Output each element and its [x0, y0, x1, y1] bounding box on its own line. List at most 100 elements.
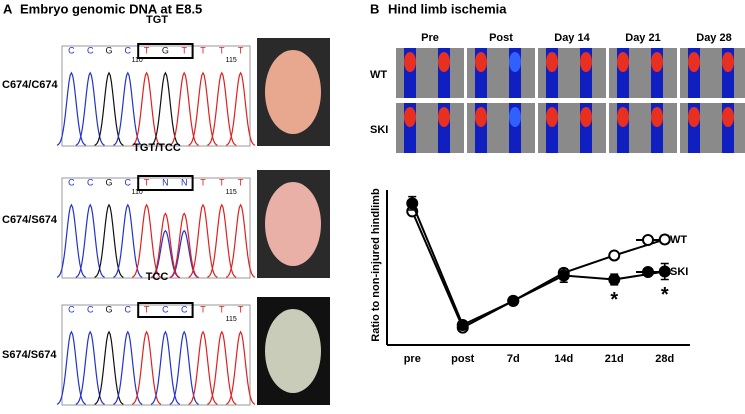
base-call: G [105, 177, 112, 187]
perfusion-signal [580, 107, 592, 127]
trace-peak [225, 203, 256, 278]
genotype-label: C674/S674 [2, 214, 58, 226]
perfusion-signal [404, 52, 416, 72]
base-call: C [68, 177, 75, 187]
series-line [411, 202, 665, 327]
perfusion-signal [475, 107, 487, 127]
base-call: T [144, 45, 150, 55]
perfusion-signal [617, 107, 629, 127]
perfusion-signal [722, 52, 734, 72]
embryo [265, 50, 321, 134]
perfusion-signal [475, 52, 487, 72]
column-label: Day 28 [696, 32, 731, 44]
base-call: C [125, 45, 132, 55]
data-point [406, 197, 419, 210]
trace-peak [225, 330, 256, 405]
perfusion-signal [404, 107, 416, 127]
base-call: T [200, 45, 206, 55]
x-tick-label: 21d [605, 353, 624, 365]
embryo [265, 182, 321, 266]
perfusion-signal [546, 107, 558, 127]
perfusion-signal [722, 107, 734, 127]
perfusion-signal [651, 52, 663, 72]
perfusion-signal [438, 52, 450, 72]
base-call: N [162, 177, 169, 187]
base-call: G [105, 304, 112, 314]
base-call: T [200, 177, 206, 187]
base-call: T [219, 177, 225, 187]
base-call: C [68, 45, 75, 55]
legend-label: WT [670, 234, 687, 246]
legend-marker [642, 234, 654, 246]
significance-mark: * [661, 284, 669, 306]
data-point [658, 265, 671, 278]
base-call: T [144, 177, 150, 187]
perfusion-signal [509, 107, 521, 127]
base-call: T [238, 45, 244, 55]
position-number: 115 [226, 57, 237, 64]
trace-peak [169, 229, 199, 279]
base-call: T [238, 177, 244, 187]
legend-label: SKI [670, 266, 688, 278]
x-tick-label: 14d [554, 353, 573, 365]
panel-title: Hind limb ischemia [388, 1, 507, 16]
data-point [507, 294, 520, 307]
position-number: 110 [132, 57, 143, 64]
base-call: C [87, 45, 94, 55]
data-point [456, 318, 469, 331]
legend-marker [642, 266, 654, 278]
codon-box [137, 302, 194, 318]
base-call: G [162, 45, 169, 55]
base-call: T [181, 45, 187, 55]
chromatogram-frame [61, 177, 251, 279]
row-label: SKI [370, 124, 388, 136]
data-point [658, 233, 671, 246]
genotype-label: S674/S674 [2, 349, 57, 361]
position-number: 115 [226, 189, 237, 196]
data-point [608, 273, 621, 286]
base-call: C [181, 304, 188, 314]
x-tick-label: 28d [655, 353, 674, 365]
column-label: Post [489, 32, 513, 44]
panel-title: Embryo genomic DNA at E8.5 [20, 1, 202, 16]
base-call: C [87, 304, 94, 314]
data-point [557, 269, 570, 282]
row-label: WT [370, 69, 387, 81]
column-label: Day 14 [554, 32, 590, 44]
base-call: T [219, 304, 225, 314]
base-call: T [200, 304, 206, 314]
perfusion-signal [546, 52, 558, 72]
column-label: Pre [421, 32, 439, 44]
position-number: 110 [132, 189, 143, 196]
trace-peak [225, 71, 256, 146]
significance-mark: * [610, 289, 618, 311]
codon-label: TCC [146, 271, 169, 283]
base-call: T [238, 304, 244, 314]
base-call: C [68, 304, 75, 314]
x-tick-label: pre [404, 353, 421, 365]
base-call: C [87, 177, 94, 187]
chromatogram-frame [61, 304, 251, 406]
panel-label: B [370, 1, 379, 16]
panel-label: A [3, 1, 13, 16]
base-call: N [181, 177, 188, 187]
series-line [411, 210, 666, 330]
x-tick-label: 7d [507, 353, 520, 365]
codon-label: TGT/TCC [133, 142, 181, 154]
codon-box [137, 43, 194, 59]
codon-label: TGT [146, 14, 168, 26]
x-tick-label: post [451, 353, 475, 365]
codon-box [137, 175, 194, 191]
base-call: C [162, 304, 169, 314]
perfusion-signal [580, 52, 592, 72]
base-call: T [219, 45, 225, 55]
perfusion-signal [688, 52, 700, 72]
chromatogram-frame [61, 45, 251, 147]
genotype-label: C674/C674 [2, 79, 59, 91]
perfusion-signal [651, 107, 663, 127]
perfusion-signal [438, 107, 450, 127]
trace-peak [169, 212, 199, 279]
base-call: G [105, 45, 112, 55]
perfusion-signal [617, 52, 629, 72]
